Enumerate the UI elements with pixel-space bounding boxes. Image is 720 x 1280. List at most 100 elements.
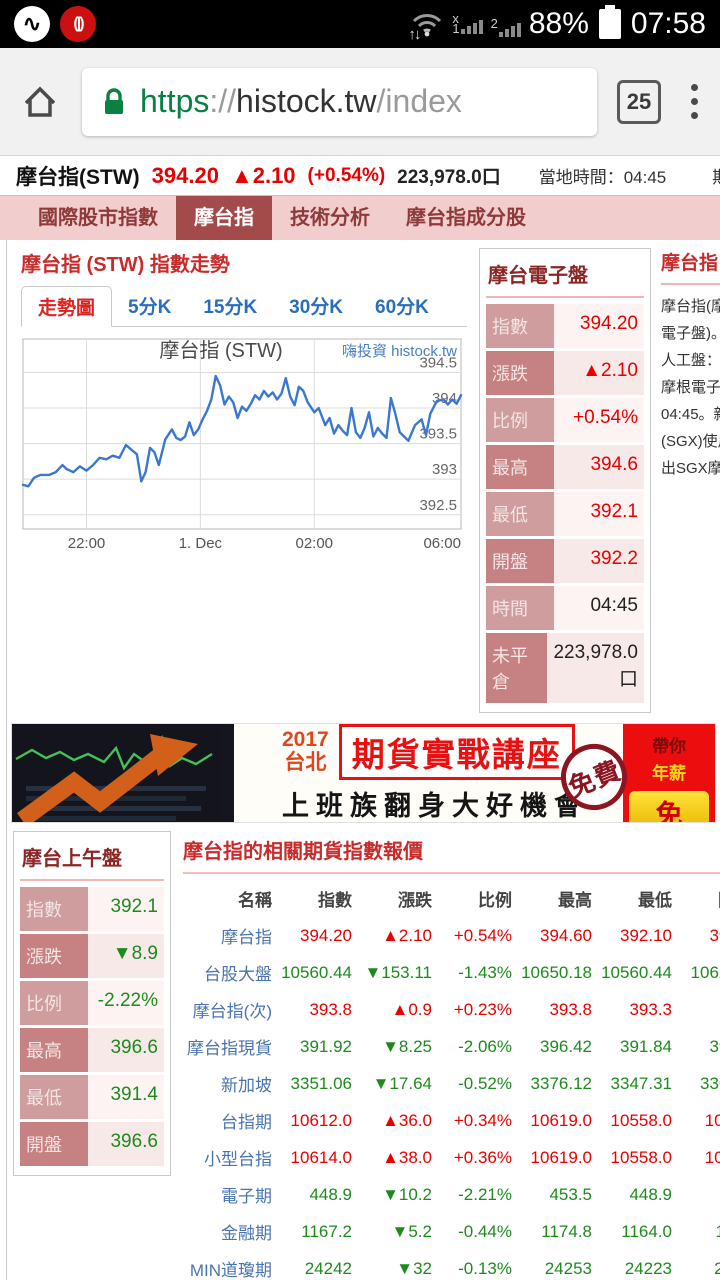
row-value: 394.20 [300,925,352,945]
ticker-market-type: 期貨 [712,163,720,188]
row-value: 10619.0 [530,1110,592,1130]
url-bar[interactable]: https://histock.tw/index [82,67,597,136]
column-header-最高: 最高 [558,891,592,910]
row-name-link[interactable]: 摩台指 [221,928,272,947]
chart-tab-60分K[interactable]: 60分K [375,297,429,318]
nav-tab-摩台指[interactable]: 摩台指 [176,196,272,240]
ad-banner[interactable]: 2017 台北 期貨實戰講座 上班族翻身大好機會 免費 帶你 年薪 免 [11,723,716,823]
row-name-link[interactable]: 摩台指(次) [192,1002,272,1021]
notification-icon-2: (|) [60,6,96,42]
notification-icon-1: ∿ [14,6,50,42]
row-value: -2.06% [458,1036,512,1056]
ticker-change-pct: (+0.54%) [307,164,386,186]
row-name-link[interactable]: MIN道瓊期 [189,1261,272,1280]
row-value: 3376.12 [530,1073,592,1093]
row-value: 10560.44 [601,962,672,982]
row-value: ▼17.64 [372,1073,432,1093]
row-value: 24242 [304,1258,352,1278]
chart-section-title: 摩台指 (STW) 指數走勢 [21,254,230,276]
browser-toolbar: https://histock.tw/index 25 [0,48,720,156]
ad-cta-button[interactable]: 免 [629,791,709,822]
panel-row-比例: 比例 +0.54% [486,398,644,442]
row-name-link[interactable]: 金融期 [221,1224,272,1243]
table-row: 台指期 10612.0 ▲36.0 +0.34% 10619.0 10558.0 10576 [183,1102,720,1139]
panel-row-label: 未平倉 [486,633,548,703]
table-row: 摩台指(次) 393.8 ▲0.9 +0.23% 393.8 393.3 393 [183,991,720,1028]
quotes-table: 名稱 指數 漲跌 比例 最高 最低開盤 摩台指 394.20 ▲2.10 +0.54% 394.6… [183,878,720,1280]
ad-text: 2017 台北 期貨實戰講座 上班族翻身大好機會 [234,724,623,822]
row-value: ▼32 [396,1258,432,1278]
row-value: 393.8 [549,999,592,1019]
row-name-link[interactable]: 台股大盤 [204,965,272,984]
panel-row-漲跌: 漲跌 ▲2.10 [486,351,644,395]
info-line: 摩根電子 [661,379,720,396]
row-value: -0.13% [458,1258,512,1278]
row-value: 396.42 [540,1036,592,1056]
browser-menu-button[interactable] [687,80,702,123]
electronic-session-title: 摩台電子盤 [486,255,644,298]
panel-row-label: 漲跌 [486,351,554,395]
x-tick-label: 1. Dec [179,535,223,552]
row-name-link[interactable]: 摩台指現貨 [187,1039,272,1058]
info-line: 04:45。新 [661,406,720,423]
chart-tab-5分K[interactable]: 5分K [128,297,172,318]
battery-icon [598,5,621,39]
row-value: 10619.0 [530,1147,592,1167]
row-name-link[interactable]: 小型台指 [204,1150,272,1169]
row-value: +0.23% [453,999,512,1019]
x-tick-label: 02:00 [295,535,333,552]
trend-chart: 392.5 393 393.5 394 394.5 22:00 1. Dec 02:00 06:… [21,333,479,570]
row-value: -0.52% [458,1073,512,1093]
nav-tab-摩台指成分股[interactable]: 摩台指成分股 [406,207,526,229]
chart-tab-15分K[interactable]: 15分K [203,297,258,318]
page-content: 摩台指 (STW) 指數走勢 走勢圖 5分K 15分K 30分K 60分K 392.5 3… [6,240,720,1280]
nav-tab-國際股市指數[interactable]: 國際股市指數 [38,207,158,229]
row-value: ▲2.10 [382,925,432,945]
row-value: 10612.0 [290,1110,352,1130]
row-name-link[interactable]: 台指期 [221,1113,272,1132]
chart-watermark: 嗨投資 histock.tw [342,343,457,360]
panel-row-label: 時間 [486,586,554,630]
nav-tab-技術分析[interactable]: 技術分析 [290,207,370,229]
ticker-change: ▲2.10 [230,162,296,188]
row-value: 391.84 [620,1036,672,1056]
row-value: ▼153.11 [364,962,432,982]
row-name-link[interactable]: 新加坡 [221,1076,272,1095]
row-value: 448.9 [629,1184,672,1204]
panel-row-unit: 口 [618,669,638,690]
chart-tab-30分K[interactable]: 30分K [289,297,344,318]
panel-row-value: 391.4 [88,1075,164,1119]
ad-year-city: 2017 台北 [282,728,329,774]
panel-row-label: 指數 [20,887,88,931]
home-button[interactable] [18,80,62,124]
row-value: 10650.18 [521,962,592,982]
panel-row-label: 比例 [20,981,88,1025]
panel-row-指數: 指數 394.20 [486,304,644,348]
row-value: 394.6 [709,1036,720,1056]
chart-tab-走勢圖[interactable]: 走勢圖 [21,286,113,327]
wifi-traffic-arrows-icon: ↑↓ [408,26,421,43]
clock: 07:58 [630,7,706,40]
ticker-volume: 223,978.0口 [397,167,501,188]
panel-row-最低: 最低 391.4 [20,1075,164,1119]
row-value: +0.54% [453,925,512,945]
row-value: ▼5.2 [391,1221,432,1241]
row-name-link[interactable]: 電子期 [221,1187,272,1206]
table-row: MIN道瓊期 24242 ▼32 -0.13% 24253 24223 2423 [183,1250,720,1280]
row-value: 393.3 [629,999,672,1019]
table-row: 小型台指 10614.0 ▲38.0 +0.36% 10619.0 10558.0 1057… [183,1139,720,1176]
info-line: 出SGX摩 [661,460,720,477]
morning-session-panel: 摩台上午盤 指數 392.1 漲跌 ▼8.9 比例 -2.22% 最高 396.6 最低 391.… [13,831,171,1176]
tab-count-button[interactable]: 25 [617,79,661,124]
row-value: 10623.2 [690,962,720,982]
column-header-漲跌: 漲跌 [398,891,432,910]
row-value: ▲36.0 [382,1110,432,1130]
table-row: 金融期 1167.2 ▼5.2 -0.44% 1174.8 1164.0 1171 [183,1213,720,1250]
panel-row-value: 396.6 [88,1028,164,1072]
panel-row-label: 漲跌 [20,934,88,978]
panel-row-比例: 比例 -2.22% [20,981,164,1025]
table-row: 摩台指現貨 391.92 ▼8.25 -2.06% 396.42 391.84 394.6 [183,1028,720,1065]
row-value: ▼8.25 [382,1036,432,1056]
